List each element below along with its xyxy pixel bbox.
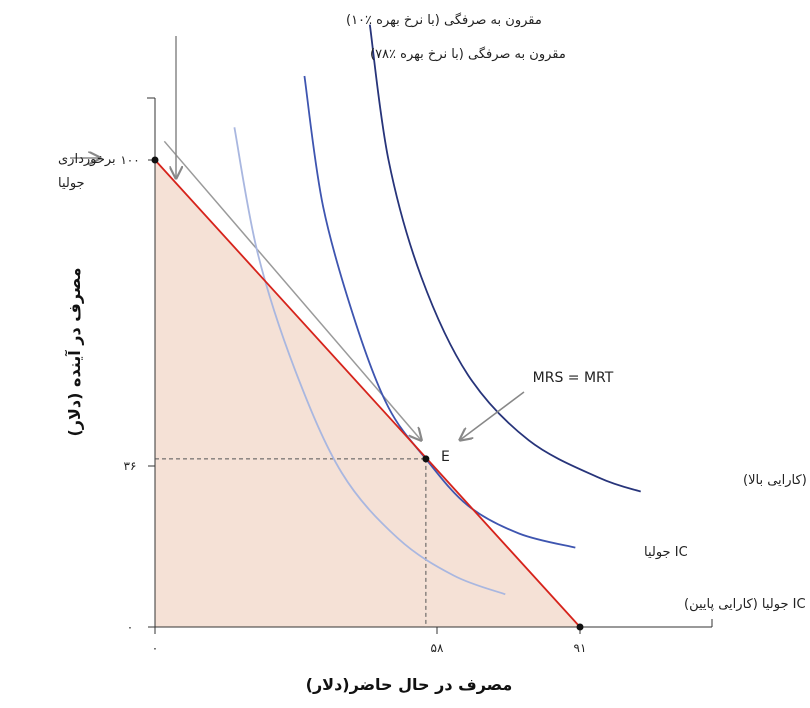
indifference-curve-high (368, 24, 641, 493)
rate-10-label: مقرون به صرفگی (با نرخ بهره ٪۱۰) (346, 12, 542, 28)
y-axis-title: مصرف در آینده (دلار) (64, 267, 84, 436)
indifference-curve-low (233, 127, 506, 596)
x-tick-label-58: ۵۸ (431, 641, 444, 655)
x-intercept-point (576, 623, 584, 631)
ic-low-label: IC جولیا (کارایی پایین) (684, 597, 806, 612)
mrs-mrt-arrow (460, 391, 525, 440)
endowment-label-line2: جولیا (58, 176, 85, 191)
budget-line-10-percent (154, 159, 581, 628)
x-tick-label-0: ۰ (152, 641, 158, 655)
y-tick-label-0: ۰ (127, 620, 133, 634)
x-axis-title: مصرف در حال حاضر(دلار) (306, 675, 513, 694)
mrs-mrt-label: MRS = MRT (533, 370, 614, 386)
ic-high-label: IC جولیا (کارایی بالا) (743, 473, 810, 488)
y-tick-label-36: ۳۶ (124, 459, 137, 473)
point-e (422, 455, 430, 463)
indifference-curve-mid (303, 75, 576, 549)
rate-78-label: مقرون به صرفگی (با نرخ بهره ٪۷۸) (370, 46, 566, 62)
ic-mid-label: IC جولیا (644, 545, 688, 560)
point-e-label: E (441, 449, 450, 465)
budget-line-78-percent (163, 140, 421, 440)
x-tick-label-91: ۹۱ (574, 641, 587, 655)
y-tick-label-100: ۱۰۰ (120, 153, 139, 167)
endowment-point (151, 156, 159, 164)
endowment-label-line1: برخورداری (58, 152, 116, 167)
